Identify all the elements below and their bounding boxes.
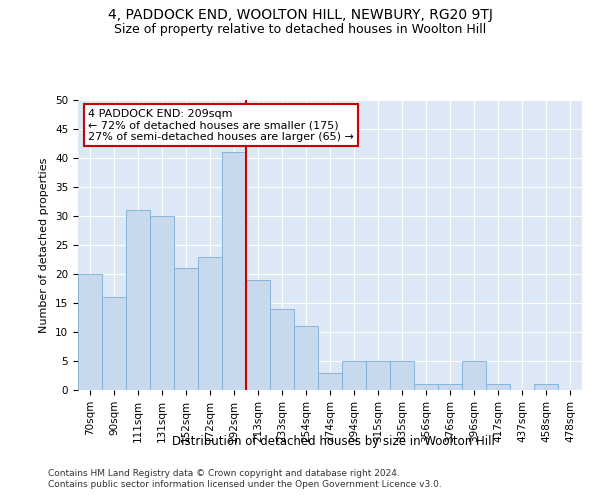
Text: Contains public sector information licensed under the Open Government Licence v3: Contains public sector information licen… bbox=[48, 480, 442, 489]
Bar bbox=[462, 361, 486, 390]
Bar bbox=[102, 297, 126, 390]
Bar bbox=[222, 152, 246, 390]
Bar bbox=[294, 326, 318, 390]
Bar bbox=[246, 280, 270, 390]
Bar bbox=[390, 361, 414, 390]
Bar bbox=[174, 268, 198, 390]
Bar bbox=[534, 384, 558, 390]
Bar bbox=[318, 372, 342, 390]
Bar bbox=[414, 384, 438, 390]
Text: Size of property relative to detached houses in Woolton Hill: Size of property relative to detached ho… bbox=[114, 22, 486, 36]
Text: 4, PADDOCK END, WOOLTON HILL, NEWBURY, RG20 9TJ: 4, PADDOCK END, WOOLTON HILL, NEWBURY, R… bbox=[107, 8, 493, 22]
Y-axis label: Number of detached properties: Number of detached properties bbox=[40, 158, 49, 332]
Text: 4 PADDOCK END: 209sqm
← 72% of detached houses are smaller (175)
27% of semi-det: 4 PADDOCK END: 209sqm ← 72% of detached … bbox=[88, 108, 354, 142]
Bar bbox=[150, 216, 174, 390]
Bar bbox=[366, 361, 390, 390]
Bar bbox=[342, 361, 366, 390]
Text: Distribution of detached houses by size in Woolton Hill: Distribution of detached houses by size … bbox=[172, 435, 494, 448]
Bar bbox=[270, 309, 294, 390]
Bar bbox=[78, 274, 102, 390]
Text: Contains HM Land Registry data © Crown copyright and database right 2024.: Contains HM Land Registry data © Crown c… bbox=[48, 468, 400, 477]
Bar bbox=[198, 256, 222, 390]
Bar bbox=[126, 210, 150, 390]
Bar bbox=[486, 384, 510, 390]
Bar bbox=[438, 384, 462, 390]
